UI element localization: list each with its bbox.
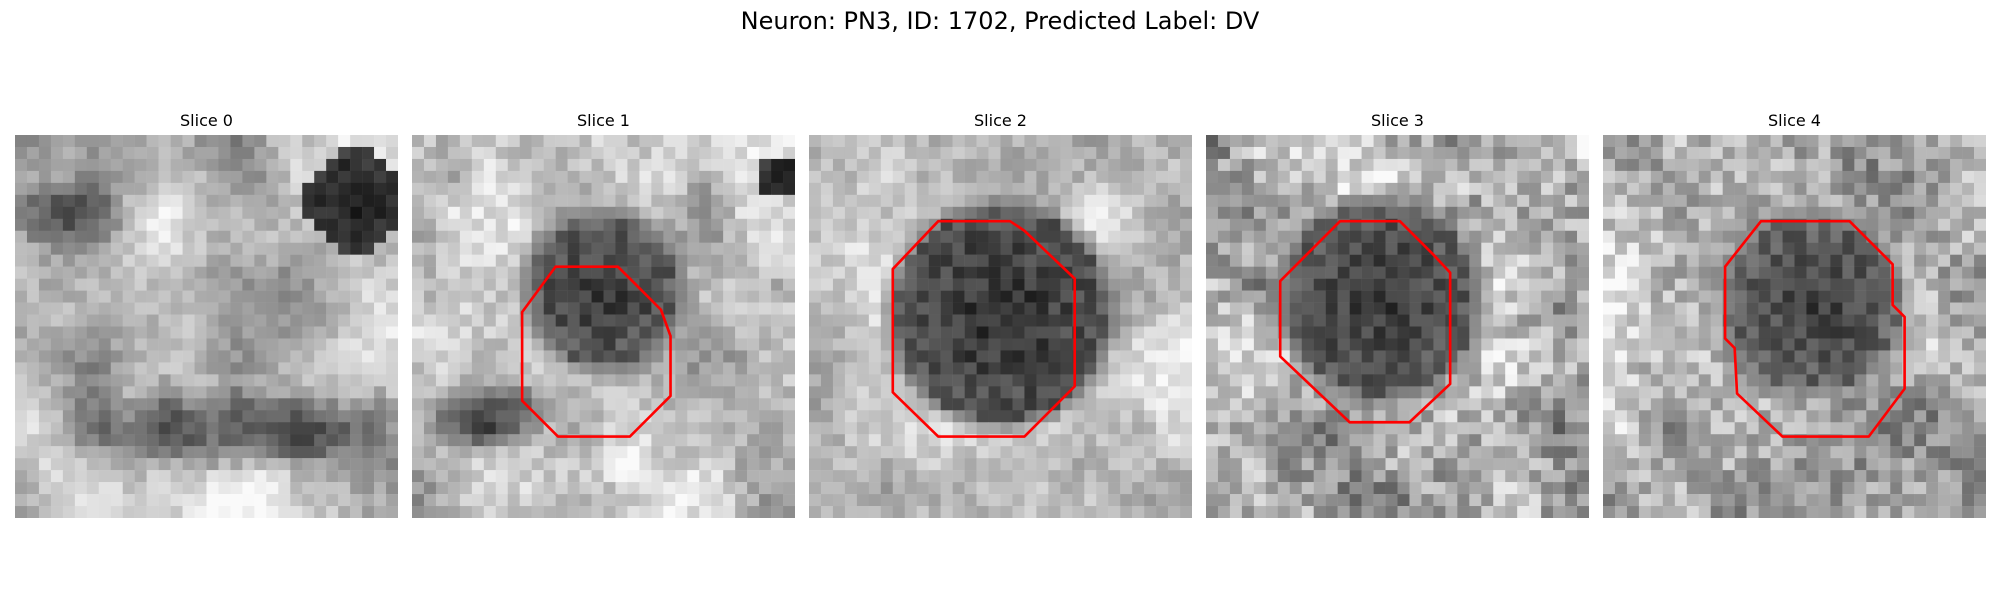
slice-image-4 bbox=[1603, 135, 1986, 518]
roi-contour bbox=[520, 265, 672, 438]
slice-pixels bbox=[809, 135, 1192, 518]
slice-title-0: Slice 0 bbox=[180, 111, 233, 130]
slice-panel-1: Slice 1 bbox=[412, 108, 795, 518]
slice-panel-2: Slice 2 bbox=[809, 108, 1192, 518]
roi-contour bbox=[1278, 219, 1452, 424]
roi-contour bbox=[891, 219, 1077, 438]
slice-title-4: Slice 4 bbox=[1768, 111, 1821, 130]
slice-image-1 bbox=[412, 135, 795, 518]
slice-pixels bbox=[412, 135, 795, 518]
slice-panel-0: Slice 0 bbox=[15, 108, 398, 518]
slice-title-1: Slice 1 bbox=[577, 111, 630, 130]
slice-image-0 bbox=[15, 135, 398, 518]
slice-image-3 bbox=[1206, 135, 1589, 518]
slice-pixels bbox=[1206, 135, 1589, 518]
slice-title-2: Slice 2 bbox=[974, 111, 1027, 130]
slice-pixels bbox=[15, 135, 398, 518]
slice-title-3: Slice 3 bbox=[1371, 111, 1424, 130]
roi-contour bbox=[1723, 219, 1906, 438]
slice-image-2 bbox=[809, 135, 1192, 518]
slice-panel-3: Slice 3 bbox=[1206, 108, 1589, 518]
figure-title: Neuron: PN3, ID: 1702, Predicted Label: … bbox=[740, 7, 1260, 35]
slice-panel-4: Slice 4 bbox=[1603, 108, 1986, 518]
slice-pixels bbox=[1603, 135, 1986, 518]
